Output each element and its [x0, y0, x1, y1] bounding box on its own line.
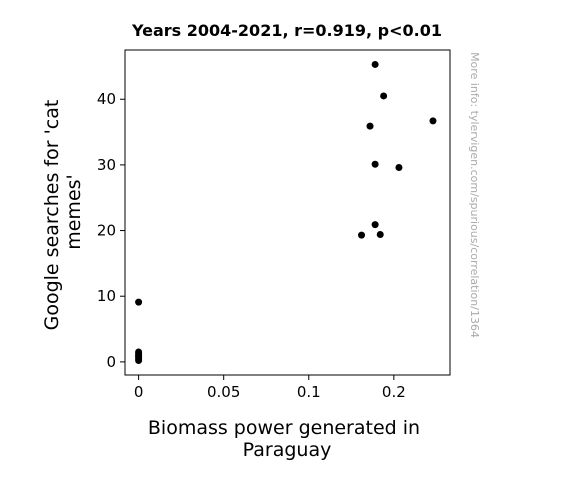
data-point [358, 231, 366, 239]
data-point [371, 60, 379, 68]
y-tick-label: 20 [97, 222, 116, 240]
x-axis-label: Biomass power generated in Paraguay [148, 417, 426, 461]
y-axis-label-line: Google searches for 'cat [41, 100, 63, 331]
plot-area: 0 0.05 0.1 0.2 0 10 20 30 40 [97, 49, 451, 401]
watermark-text: More info: tylervigen.com/spurious/corre… [468, 52, 481, 338]
plot-frame [124, 49, 451, 376]
x-tick-label: 0.2 [382, 383, 406, 401]
data-point [135, 298, 143, 306]
x-tick-label: 0 [134, 383, 144, 401]
y-tick-label: 40 [97, 90, 116, 108]
y-axis: 0 10 20 30 40 [97, 90, 125, 371]
y-tick-label: 30 [97, 156, 116, 174]
data-point [135, 348, 143, 356]
x-tick-label: 0.05 [207, 383, 240, 401]
x-tick-label: 0.1 [297, 383, 321, 401]
data-point [429, 117, 437, 125]
data-point [366, 122, 374, 130]
data-point [371, 221, 379, 229]
data-point [380, 92, 388, 100]
y-tick-label: 10 [97, 287, 116, 305]
data-point [395, 164, 403, 172]
y-axis-label: Google searches for 'cat memes' [41, 94, 85, 331]
data-point [371, 160, 379, 168]
chart-title: Years 2004-2021, r=0.919, p<0.01 [131, 21, 442, 40]
y-axis-label-line: memes' [63, 174, 85, 250]
y-tick-label: 0 [106, 353, 116, 371]
x-axis-label-line: Biomass power generated in [148, 417, 420, 439]
data-point [376, 230, 384, 238]
x-axis: 0 0.05 0.1 0.2 [134, 375, 406, 401]
x-axis-label-line: Paraguay [243, 439, 332, 461]
data-points [135, 60, 437, 365]
